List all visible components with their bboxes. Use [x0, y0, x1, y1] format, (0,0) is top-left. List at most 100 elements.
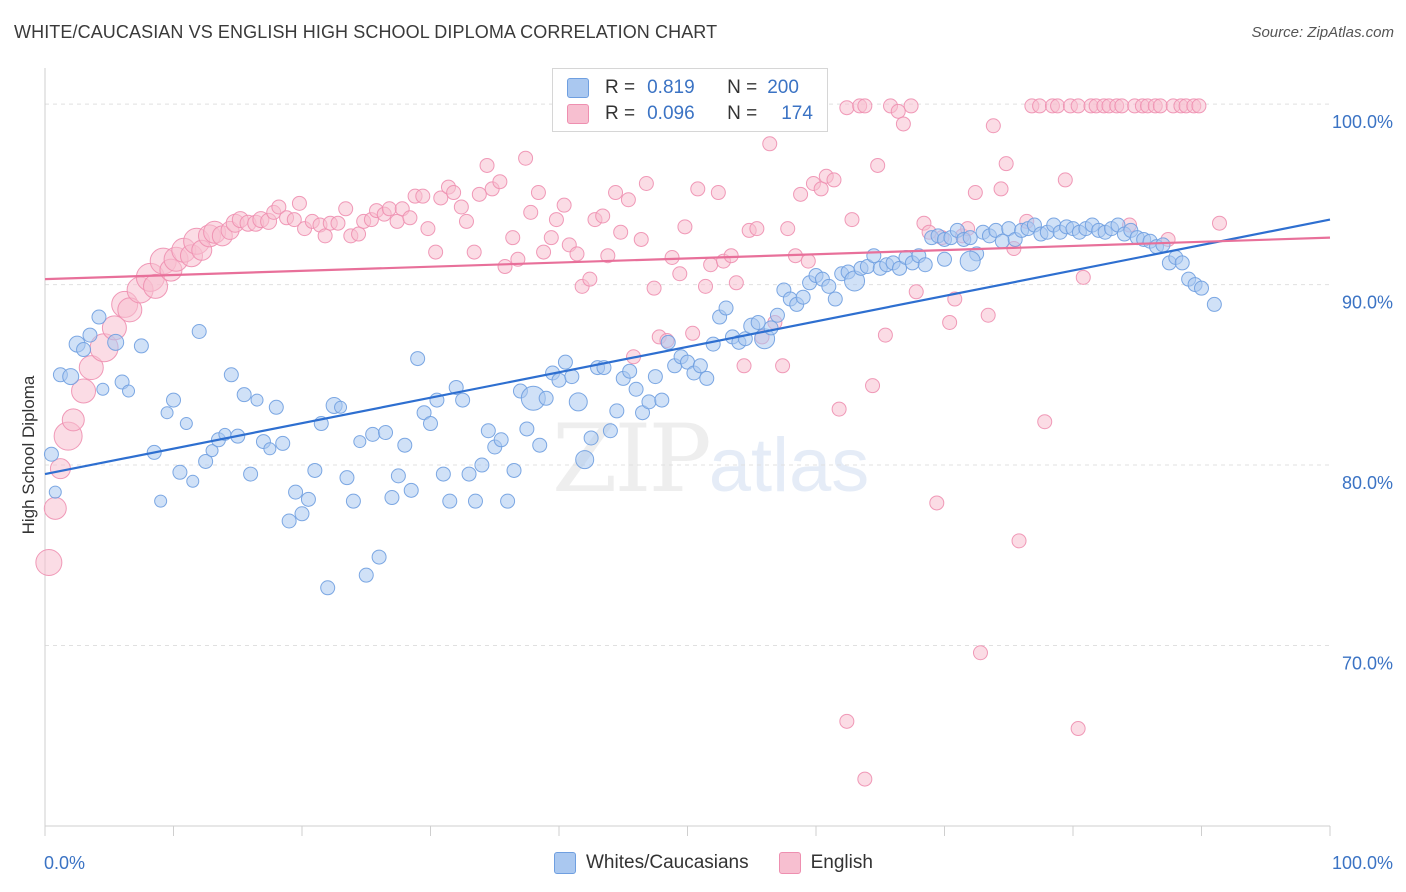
- whites-point: [628, 381, 644, 397]
- whites-point: [435, 466, 451, 482]
- english-point: [633, 231, 649, 247]
- whites-point: [179, 417, 193, 431]
- whites-point: [423, 416, 438, 432]
- english-point: [389, 213, 405, 229]
- whites-point: [959, 250, 981, 272]
- english-point: [1114, 98, 1130, 114]
- whites-point: [532, 437, 548, 453]
- whites-point: [353, 435, 367, 449]
- english-point: [530, 185, 546, 201]
- whites-point: [474, 457, 490, 473]
- english-point: [1070, 98, 1086, 114]
- legend-label-english: English: [810, 852, 873, 873]
- english-point: [453, 199, 469, 215]
- english-point: [479, 157, 495, 173]
- whites-point: [154, 494, 168, 508]
- whites-point: [467, 493, 483, 509]
- english-trendline: [44, 236, 1331, 281]
- whites-point: [76, 342, 92, 358]
- whites-point: [48, 485, 62, 499]
- whites-point: [300, 491, 316, 507]
- english-point: [890, 103, 906, 119]
- whites-point: [602, 423, 618, 439]
- english-point: [402, 210, 418, 226]
- english-point: [638, 176, 654, 192]
- whites-point: [821, 278, 837, 294]
- english-point: [895, 116, 911, 132]
- english-point: [492, 174, 508, 190]
- whites-point: [519, 421, 535, 437]
- english-point: [428, 244, 444, 260]
- english-point: [703, 257, 719, 273]
- whites-point: [82, 327, 98, 343]
- whites-point: [769, 307, 785, 323]
- english-point: [723, 248, 739, 264]
- english-point: [330, 215, 346, 231]
- whites-point: [294, 506, 310, 522]
- english-point: [1057, 172, 1073, 188]
- english-point: [291, 195, 307, 211]
- whites-point: [917, 257, 933, 273]
- whites-point: [263, 442, 277, 456]
- english-point: [857, 98, 873, 114]
- english-point: [844, 212, 860, 228]
- legend-item-whites: Whites/Caucasians: [554, 852, 749, 874]
- english-point: [43, 496, 67, 520]
- whites-point: [243, 466, 259, 482]
- english-point: [548, 212, 564, 228]
- y-tick-label: 70.0%: [1342, 654, 1393, 674]
- english-point: [813, 181, 829, 197]
- english-point: [458, 213, 474, 229]
- english-point: [497, 259, 513, 275]
- whites-point: [334, 400, 348, 414]
- english-points: [35, 98, 1227, 787]
- whites-trendline: [44, 218, 1331, 476]
- whites-point: [622, 363, 638, 379]
- english-point: [505, 230, 521, 246]
- english-point: [518, 150, 534, 166]
- whites-point: [166, 392, 181, 408]
- whites-point: [43, 446, 59, 462]
- whites-point: [1206, 296, 1222, 312]
- whites-point: [994, 233, 1010, 249]
- whites-point: [866, 248, 882, 264]
- english-point: [749, 221, 765, 237]
- english-point: [775, 358, 791, 374]
- whites-point: [455, 392, 471, 408]
- whites-point: [500, 493, 516, 509]
- whites-point: [647, 369, 663, 385]
- english-point: [71, 378, 97, 404]
- whites-point: [345, 493, 361, 509]
- y-tick-label: 80.0%: [1342, 473, 1393, 493]
- whites-point: [718, 300, 734, 316]
- whites-point: [91, 309, 107, 325]
- legend-item-english: English: [778, 852, 873, 874]
- whites-point: [275, 435, 291, 451]
- english-point: [1011, 533, 1027, 549]
- english-point: [870, 157, 886, 173]
- english-point: [317, 228, 333, 244]
- whites-point: [198, 453, 214, 469]
- y-tick-label: 100.0%: [1332, 112, 1393, 132]
- whites-point: [937, 251, 952, 267]
- whites-point: [705, 336, 721, 352]
- whites-point: [575, 450, 595, 470]
- english-point: [35, 549, 63, 577]
- whites-point: [583, 430, 599, 446]
- english-point: [685, 325, 701, 341]
- whites-point: [397, 437, 413, 453]
- english-point: [942, 314, 958, 330]
- english-point: [466, 244, 482, 260]
- english-point: [690, 181, 706, 197]
- legend-row-whites: R = 0.819 N = 200: [567, 76, 799, 100]
- whites-point: [795, 289, 811, 305]
- english-point: [523, 204, 539, 220]
- english-point: [972, 645, 988, 661]
- english-point: [446, 185, 462, 201]
- english-point: [826, 172, 842, 188]
- whites-point: [1194, 280, 1209, 296]
- whites-point: [557, 354, 573, 370]
- english-point: [903, 98, 919, 114]
- english-point: [929, 495, 945, 511]
- whites-point: [281, 513, 297, 529]
